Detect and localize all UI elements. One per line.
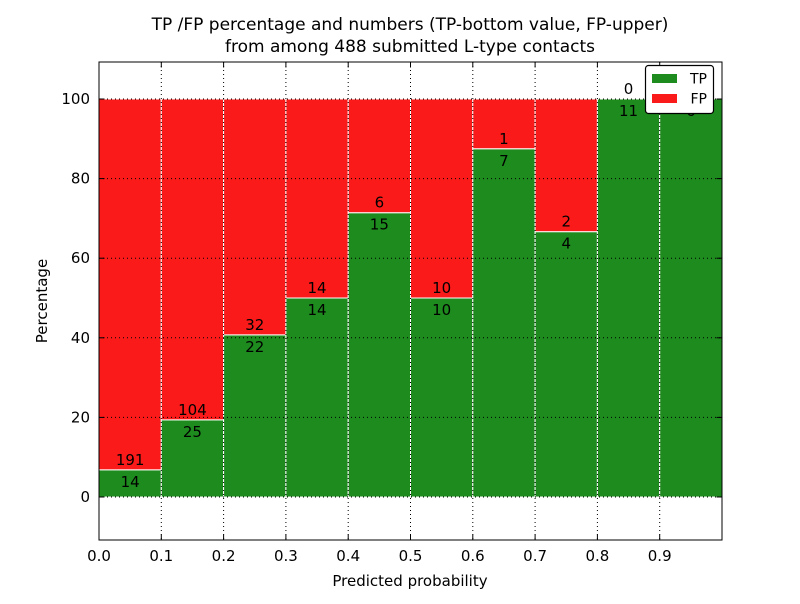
- bar-label-tp: 11: [619, 102, 638, 120]
- y-axis-label: Percentage: [33, 259, 51, 343]
- legend-label-tp: TP: [689, 72, 707, 88]
- bar-label-fp: 32: [245, 316, 264, 334]
- bar-fp: [472, 98, 536, 150]
- bar-fp: [223, 98, 287, 336]
- bar-fp: [534, 98, 598, 233]
- bar-fp: [160, 98, 225, 421]
- legend-swatch-tp: [652, 74, 677, 83]
- chart-title-line2: from among 488 submitted L-type contacts: [225, 37, 595, 57]
- bar-tp: [596, 98, 661, 498]
- bar-label-tp: 14: [308, 301, 327, 319]
- bar-tp: [472, 148, 536, 498]
- bar-label-fp: 6: [375, 194, 385, 212]
- bar-tp: [160, 419, 225, 498]
- x-tick-label: 0.6: [461, 547, 485, 565]
- y-tick-label: 100: [61, 90, 90, 108]
- tick-labels-group: 0.0 0.1 0.2 0.3 0.4 0.5 0.6 0.7 0.8 0.9 0 20 40 60 80 1…: [61, 90, 671, 565]
- y-tick-label: 80: [71, 170, 90, 188]
- axes-frame: [98, 61, 723, 541]
- y-tick-label: 40: [71, 329, 90, 347]
- bar-tp: [347, 212, 412, 498]
- bar-fp: [285, 98, 349, 299]
- legend-swatch-fp: [652, 94, 677, 103]
- bar-label-fp: 2: [561, 213, 571, 231]
- bar-tp: [659, 98, 723, 498]
- y-tick-label: 60: [71, 249, 90, 267]
- bar-label-fp: 104: [178, 401, 207, 419]
- bar-label-fp: 10: [432, 279, 451, 297]
- legend-label-fp: FP: [691, 92, 708, 108]
- x-tick-label: 0.2: [212, 547, 236, 565]
- bar-fp: [98, 98, 162, 471]
- bar-label-tp: 22: [245, 338, 264, 356]
- bar-tp: [534, 231, 598, 498]
- bar-label-tp: 7: [499, 152, 509, 170]
- x-tick-label: 0.9: [648, 547, 672, 565]
- x-tick-label: 0.3: [274, 547, 298, 565]
- bar-label-tp: 4: [561, 235, 571, 253]
- bar-tp: [285, 297, 349, 498]
- bar-label-fp: 0: [624, 80, 634, 98]
- tick-marks-group: [98, 62, 722, 540]
- bar-tp: [223, 334, 287, 498]
- x-tick-label: 0.4: [336, 547, 360, 565]
- x-tick-label: 0.5: [399, 547, 423, 565]
- bars-group: [98, 98, 723, 498]
- bar-label-tp: 25: [183, 423, 202, 441]
- bar-tp: [410, 297, 474, 498]
- x-tick-label: 0.7: [523, 547, 547, 565]
- chart-title-line1: TP /FP percentage and numbers (TP-bottom…: [151, 15, 669, 35]
- x-tick-label: 0.0: [87, 547, 111, 565]
- bar-label-tp: 14: [121, 473, 140, 491]
- bar-label-fp: 14: [308, 279, 327, 297]
- x-axis-label: Predicted probability: [332, 572, 487, 590]
- bar-label-tp: 10: [432, 301, 451, 319]
- bar-label-fp: 191: [116, 451, 145, 469]
- x-tick-label: 0.8: [585, 547, 609, 565]
- x-tick-label: 0.1: [149, 547, 173, 565]
- bar-tp: [98, 469, 162, 498]
- y-tick-label: 20: [71, 408, 90, 426]
- bar-label-tp: 15: [370, 216, 389, 234]
- legend: TP FP: [644, 64, 715, 115]
- bar-fp: [410, 98, 474, 299]
- bar-label-fp: 1: [499, 130, 509, 148]
- y-tick-label: 0: [80, 488, 90, 506]
